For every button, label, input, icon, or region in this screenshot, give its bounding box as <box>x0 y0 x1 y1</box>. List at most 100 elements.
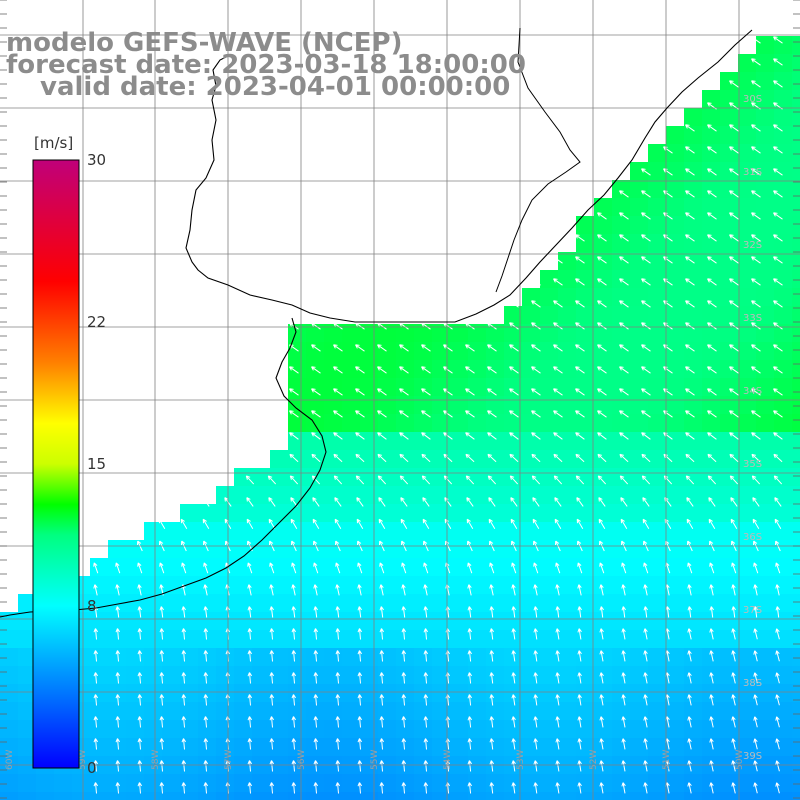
wind-vector-arrows <box>91 36 783 794</box>
wind-speed-cell <box>90 558 109 577</box>
wind-speed-cell <box>738 360 757 379</box>
wind-arrow <box>687 738 692 750</box>
wind-speed-cell <box>540 612 559 631</box>
wind-speed-cell <box>594 648 613 667</box>
latitude-label: 37S <box>743 605 762 616</box>
wind-speed-cell <box>414 792 433 800</box>
longitude-label: 55W <box>370 750 380 770</box>
wind-speed-cell <box>234 720 253 739</box>
wind-arrow <box>377 322 387 330</box>
wind-speed-cell <box>306 684 325 703</box>
wind-speed-cell <box>792 252 800 271</box>
wind-arrow <box>401 606 407 618</box>
wind-arrow <box>510 518 518 530</box>
wind-arrow <box>641 234 651 242</box>
wind-speed-cell <box>486 576 505 595</box>
wind-speed-cell <box>720 234 739 253</box>
wind-arrow <box>729 234 739 242</box>
wind-speed-cell <box>396 774 415 793</box>
wind-speed-cell <box>720 90 739 109</box>
wind-arrow <box>137 782 143 794</box>
wind-arrow <box>203 628 209 640</box>
wind-speed-cell <box>720 450 739 469</box>
wind-speed-cell <box>18 630 37 649</box>
wind-arrow <box>685 366 695 374</box>
wind-arrow <box>643 760 648 772</box>
wind-speed-cell <box>450 612 469 631</box>
latitude-label: 30S <box>743 94 762 105</box>
wind-arrow <box>509 475 519 485</box>
wind-speed-cell <box>252 648 271 667</box>
wind-speed-cell <box>702 684 721 703</box>
wind-arrow <box>643 716 648 728</box>
wind-arrow <box>599 606 605 618</box>
wind-arrow <box>553 388 563 396</box>
wind-speed-cell <box>18 774 37 793</box>
wind-speed-cell <box>702 306 721 325</box>
wind-arrow <box>663 146 673 154</box>
wind-speed-cell <box>216 702 235 721</box>
wind-speed-cell <box>792 666 800 685</box>
wind-arrow <box>401 738 407 750</box>
wind-speed-cell <box>738 414 757 433</box>
wind-arrow <box>267 322 277 330</box>
wind-speed-cell <box>162 648 181 667</box>
wind-speed-cell <box>342 522 361 541</box>
wind-arrow <box>729 432 739 440</box>
wind-speed-cell <box>756 180 775 199</box>
wind-speed-cell <box>756 72 775 91</box>
wind-speed-cell <box>774 378 793 397</box>
wind-speed-cell <box>630 198 649 217</box>
wind-speed-cell <box>342 342 361 361</box>
wind-speed-cell <box>324 468 343 487</box>
wind-speed-cell <box>756 630 775 649</box>
wind-speed-cell <box>558 306 577 325</box>
wind-speed-cell <box>684 180 703 199</box>
wind-arrow <box>773 36 783 44</box>
wind-arrow <box>641 212 651 220</box>
wind-arrow <box>423 694 429 706</box>
wind-arrow <box>751 256 761 264</box>
wind-speed-cell <box>180 612 199 631</box>
wind-arrow <box>509 388 519 396</box>
wind-arrow <box>753 584 758 596</box>
wind-arrow <box>269 650 275 662</box>
wind-speed-cell <box>738 522 757 541</box>
wind-arrow <box>775 606 781 618</box>
wind-speed-cell <box>576 252 595 271</box>
wind-speed-cell <box>792 432 800 451</box>
wind-arrow <box>444 497 452 507</box>
wind-speed-cell <box>756 306 775 325</box>
wind-speed-cell <box>288 594 307 613</box>
wind-speed-cell <box>630 342 649 361</box>
wind-speed-cell <box>306 342 325 361</box>
wind-speed-cell <box>216 720 235 739</box>
wind-speed-cell <box>684 432 703 451</box>
wind-arrow <box>355 388 365 396</box>
wind-speed-cell <box>666 144 685 163</box>
wind-arrow <box>311 453 321 463</box>
latitude-label: 31S <box>743 167 762 178</box>
wind-speed-cell <box>522 630 541 649</box>
wind-speed-cell <box>486 612 505 631</box>
wind-speed-cell <box>738 306 757 325</box>
wind-arrow <box>553 475 563 485</box>
wind-arrow <box>291 562 297 574</box>
wind-arrow <box>487 344 497 352</box>
wind-arrow <box>599 628 604 640</box>
wind-arrow <box>575 410 585 418</box>
wind-speed-cell <box>540 342 559 361</box>
wind-arrow <box>465 388 475 396</box>
wind-arrow <box>203 760 209 772</box>
wind-speed-cell <box>612 648 631 667</box>
wind-speed-cell <box>540 792 559 800</box>
wind-speed-cell <box>612 666 631 685</box>
wind-speed-cell <box>738 396 757 415</box>
wind-speed-cell <box>450 522 469 541</box>
wind-arrow <box>531 432 541 440</box>
wind-speed-cell <box>216 576 235 595</box>
wind-speed-cell <box>432 396 451 415</box>
wind-arrow <box>729 212 739 220</box>
wind-arrow <box>709 606 715 618</box>
wind-speed-cell <box>252 486 271 505</box>
